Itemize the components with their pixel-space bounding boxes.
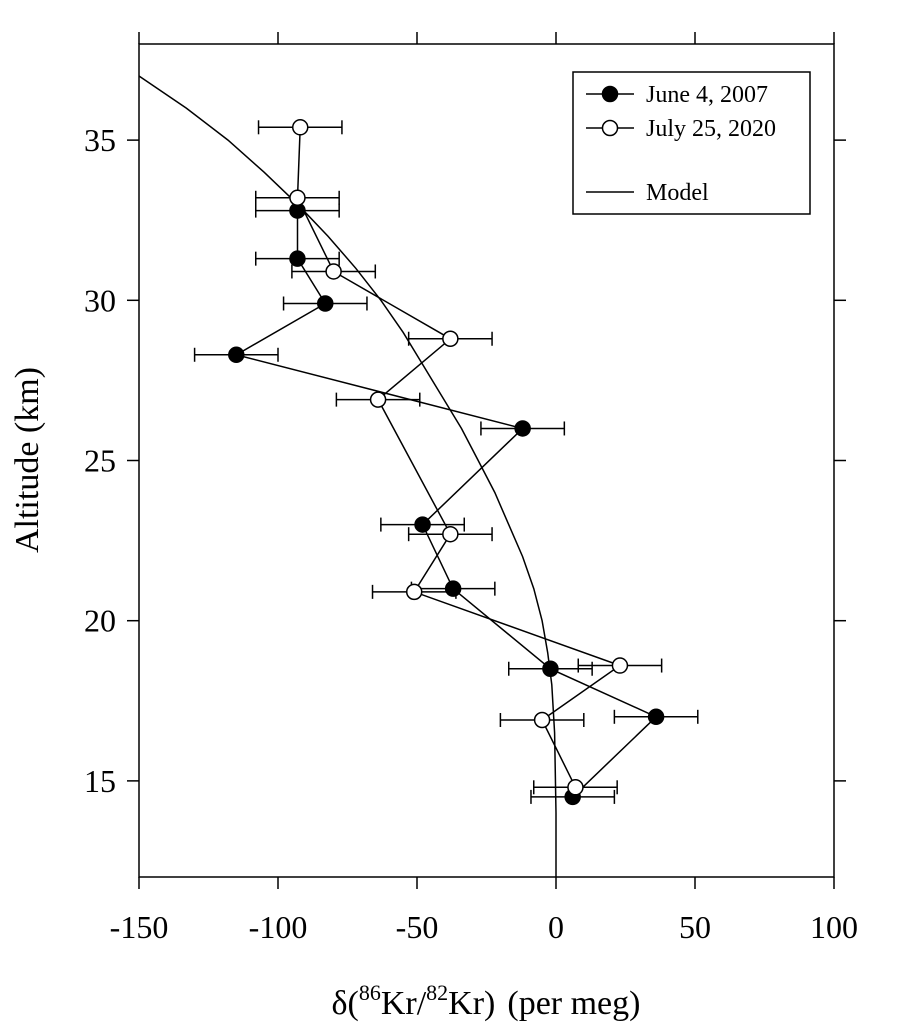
series-line-june-2007 <box>234 210 658 798</box>
data-point-july-2020 <box>325 263 342 280</box>
x-tick-label: -150 <box>110 909 169 945</box>
legend: June 4, 2007 July 25, 2020 Model <box>572 71 811 215</box>
data-point-june-2007 <box>514 420 531 437</box>
x-axis-title: δ(86Kr/82Kr) (per meg) <box>332 980 641 1022</box>
data-point-july-2020 <box>289 189 306 207</box>
y-tick-label: 35 <box>84 122 116 158</box>
y-tick-label: 25 <box>84 443 116 479</box>
x-tick-label: -100 <box>249 909 308 945</box>
data-point-july-2020 <box>442 525 459 543</box>
data-point-june-2007 <box>647 708 665 726</box>
data-point-june-2007 <box>317 295 334 312</box>
y-tick-label: 30 <box>84 282 116 318</box>
y-tick-label: 15 <box>84 763 116 799</box>
data-point-june-2007 <box>414 516 431 533</box>
model-line <box>138 75 557 877</box>
tick-labels: -150 -100 -50 0 50 100 15 20 25 30 35 <box>84 122 858 945</box>
model-series <box>138 75 557 877</box>
data-point-july-2020 <box>567 779 584 796</box>
data-point-june-2007 <box>542 660 559 677</box>
x-tick-label: -50 <box>396 909 439 945</box>
legend-marker-july <box>601 119 619 137</box>
data-point-july-2020 <box>405 583 423 601</box>
series-line-july-2020 <box>296 127 622 788</box>
data-point-july-2020 <box>291 119 309 136</box>
data-point-july-2020 <box>533 711 551 729</box>
y-axis-title: Altitude (km) <box>9 367 46 553</box>
data-point-july-2020 <box>369 391 387 408</box>
x-tick-label: 100 <box>810 909 858 945</box>
legend-label-june: June 4, 2007 <box>646 82 768 108</box>
axis-ticks <box>127 32 846 889</box>
data-markers <box>228 119 665 806</box>
y-tick-label: 20 <box>84 603 116 639</box>
legend-marker-june <box>601 85 619 103</box>
data-point-july-2020 <box>611 657 629 674</box>
data-point-june-2007 <box>289 250 306 267</box>
legend-label-model: Model <box>646 180 709 206</box>
series-lines <box>234 127 658 798</box>
x-tick-label: 0 <box>548 909 564 945</box>
data-point-july-2020 <box>442 330 459 348</box>
x-tick-label: 50 <box>679 909 711 945</box>
data-point-june-2007 <box>228 346 245 364</box>
legend-label-july: July 25, 2020 <box>646 116 776 142</box>
data-point-june-2007 <box>444 580 462 597</box>
